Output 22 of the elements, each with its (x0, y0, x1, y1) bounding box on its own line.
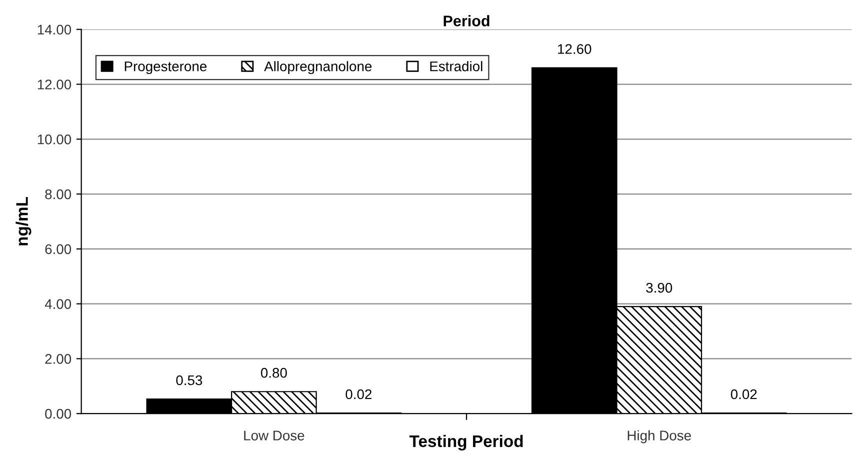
legend-label: Estradiol (430, 61, 482, 72)
data-label: 0.80 (260, 368, 287, 378)
y-axis-title: ng/mL (16, 196, 32, 246)
legend-label: Progesterone (124, 62, 207, 74)
y-tick-label: 2.00 (45, 354, 72, 364)
data-label: 0.02 (730, 389, 757, 400)
y-tick-label: 6.00 (45, 244, 72, 254)
legend-label: Allopregnanolone (264, 61, 372, 74)
y-tick-label: 8.00 (45, 189, 72, 200)
x-tick-label: Low Dose (244, 430, 304, 440)
y-tick-label: 10.00 (38, 134, 72, 144)
y-tick-label: 12.00 (38, 80, 72, 90)
x-axis-title: Testing Period (409, 434, 523, 450)
data-label: 12.60 (558, 44, 592, 54)
data-label: 0.02 (346, 389, 372, 400)
data-label: 0.53 (176, 375, 202, 386)
y-tick-label: 14.00 (38, 24, 72, 35)
data-label: 3.90 (646, 282, 672, 293)
x-tick-label: High Dose (628, 430, 691, 444)
y-tick-label: 0.00 (45, 408, 72, 419)
chart-title: Period (444, 15, 490, 26)
y-tick-label: 4.00 (44, 299, 72, 309)
